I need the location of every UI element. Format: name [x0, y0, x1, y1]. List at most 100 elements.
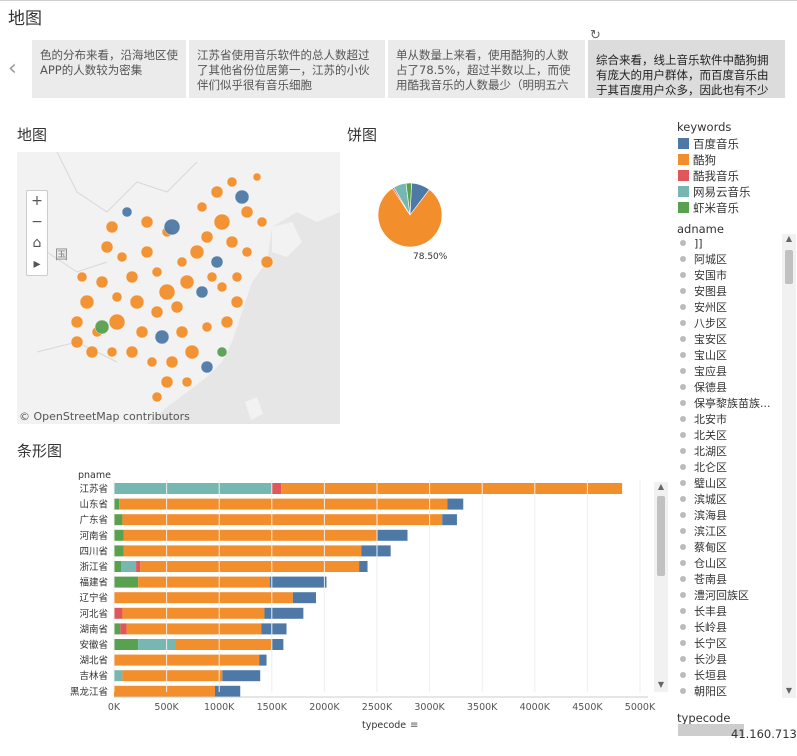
adname-item[interactable]: 长岭县 [680, 620, 780, 636]
adname-item[interactable]: 苍南县 [680, 572, 780, 588]
reset-icon[interactable]: ↻ [590, 28, 601, 43]
bar-segment[interactable] [114, 654, 260, 666]
bar-segment[interactable] [214, 685, 241, 697]
map-point[interactable] [189, 244, 205, 260]
bar-segment[interactable] [261, 623, 287, 635]
bar-segment[interactable] [292, 592, 316, 604]
bar-segment[interactable] [114, 607, 123, 619]
map-point[interactable] [240, 205, 254, 219]
adname-item[interactable]: 保亭黎族苗族... [680, 396, 780, 412]
adname-item[interactable]: 长沙县 [680, 652, 780, 668]
bar-chart[interactable]: pname 江苏省山东省广东省河南省四川省浙江省福建省辽宁省河北省湖南省安徽省湖… [0, 460, 680, 740]
bar-segment[interactable] [447, 498, 464, 510]
bar-segment[interactable] [281, 483, 623, 494]
legend-item[interactable]: 酷狗 [678, 152, 716, 167]
adname-item[interactable]: 北关区 [680, 428, 780, 444]
scroll-up-icon[interactable]: ▲ [657, 482, 665, 491]
bar-segment[interactable] [175, 639, 272, 650]
bar-segment[interactable] [123, 545, 362, 557]
map-point[interactable] [106, 346, 118, 358]
map-point[interactable] [95, 275, 109, 289]
chevron-left-icon[interactable]: ‹ [8, 56, 17, 81]
map-point[interactable] [206, 271, 218, 283]
map-point[interactable] [146, 356, 158, 368]
map-point[interactable] [125, 270, 139, 284]
bar-segment[interactable] [361, 545, 391, 557]
bar-segment[interactable] [140, 561, 360, 572]
story-point-1[interactable]: 色的分布来看，沿海地区使APP的人数较为密集 [32, 40, 186, 98]
adname-item[interactable]: 宝应县 [680, 364, 780, 380]
map-point[interactable] [179, 274, 195, 290]
map-point[interactable] [181, 376, 193, 388]
bar-segment[interactable] [259, 654, 267, 666]
map-point[interactable] [105, 220, 119, 234]
map-point[interactable] [210, 255, 224, 269]
bar-segment[interactable] [377, 529, 408, 541]
map-view[interactable]: 国 + − ⌂ ▸ © OpenStreetMap contributors [17, 152, 340, 424]
story-point-3[interactable]: 单从数量上来看，使用酷狗的人数占了78.5%，超过半数以上，而使用酷我音乐的人数… [388, 40, 585, 98]
adname-item[interactable]: 长垣县 [680, 668, 780, 684]
bar-segment[interactable] [114, 545, 124, 557]
map-point[interactable] [241, 246, 253, 258]
adname-item[interactable]: 滨江区 [680, 524, 780, 540]
adname-item[interactable]: 阿城区 [680, 252, 780, 268]
pie-chart[interactable] [370, 175, 450, 255]
adname-item[interactable]: 朝阳区 [680, 684, 780, 698]
adname-item[interactable]: 滨海县 [680, 508, 780, 524]
map-point[interactable] [125, 345, 139, 359]
map-point[interactable] [94, 319, 110, 335]
map-point[interactable] [160, 375, 174, 389]
bar-segment[interactable] [222, 670, 261, 682]
map-point[interactable] [129, 294, 145, 310]
map-point[interactable] [163, 218, 181, 236]
adname-item[interactable]: 北湖区 [680, 444, 780, 460]
scroll-down-icon[interactable]: ▼ [657, 680, 665, 689]
map-point[interactable] [226, 176, 238, 188]
map-point[interactable] [154, 329, 170, 345]
map-point[interactable] [85, 345, 99, 359]
pie-slice[interactable] [405, 182, 412, 216]
map-point[interactable] [151, 391, 163, 403]
story-point-4-active[interactable]: 综合来看，线上音乐软件中酷狗拥有庞大的用户群体，而百度音乐由于其百度用户众多，因… [588, 40, 785, 98]
bar-segment[interactable] [138, 639, 176, 650]
bar-segment[interactable] [119, 498, 448, 510]
map-point[interactable] [225, 235, 239, 249]
adname-item[interactable]: 保德县 [680, 380, 780, 396]
bar-segment[interactable] [114, 483, 272, 494]
adname-scrollbar[interactable]: ▲ ▼ [782, 234, 796, 698]
zoom-out-icon[interactable]: − [31, 214, 43, 230]
adname-item[interactable]: 安图县 [680, 284, 780, 300]
bar-segment[interactable] [114, 685, 215, 697]
map-point[interactable] [184, 344, 200, 360]
bar-segment[interactable] [114, 639, 139, 650]
bar-segment[interactable] [114, 529, 124, 541]
adname-item[interactable]: ]] [680, 236, 780, 252]
map-point[interactable] [170, 300, 184, 314]
adname-item[interactable]: 宝山区 [680, 348, 780, 364]
story-point-2[interactable]: 江苏省使用音乐软件的总人数超过了其他省份位居第一，江苏的小伙伴们似乎很有音乐细胞 [189, 40, 385, 98]
typecode-slider[interactable] [678, 724, 744, 736]
map-point[interactable] [135, 325, 149, 339]
bar-segment[interactable] [114, 514, 123, 526]
map-point[interactable] [201, 321, 213, 333]
map-point[interactable] [213, 213, 231, 231]
bar-segment[interactable] [122, 670, 223, 682]
adname-item[interactable]: 长宁区 [680, 636, 780, 652]
adname-item[interactable]: 仓山区 [680, 556, 780, 572]
bar-segment[interactable] [271, 639, 284, 650]
home-icon[interactable]: ⌂ [32, 235, 42, 251]
bar-segment[interactable] [122, 514, 443, 526]
scroll-down-icon[interactable]: ▼ [785, 686, 793, 695]
map-point[interactable] [252, 172, 262, 182]
bar-segment[interactable] [114, 561, 122, 572]
map-point[interactable] [150, 305, 164, 319]
map-point[interactable] [210, 185, 224, 199]
sort-icon[interactable]: ≡ [410, 720, 419, 731]
legend-item[interactable]: 虾米音乐 [678, 200, 739, 215]
map-point[interactable] [70, 315, 84, 329]
map-point[interactable] [176, 256, 188, 268]
map-point[interactable] [165, 355, 179, 369]
map-point[interactable] [158, 283, 176, 301]
adname-item[interactable]: 璧山区 [680, 476, 780, 492]
bar-segment[interactable] [114, 498, 120, 510]
